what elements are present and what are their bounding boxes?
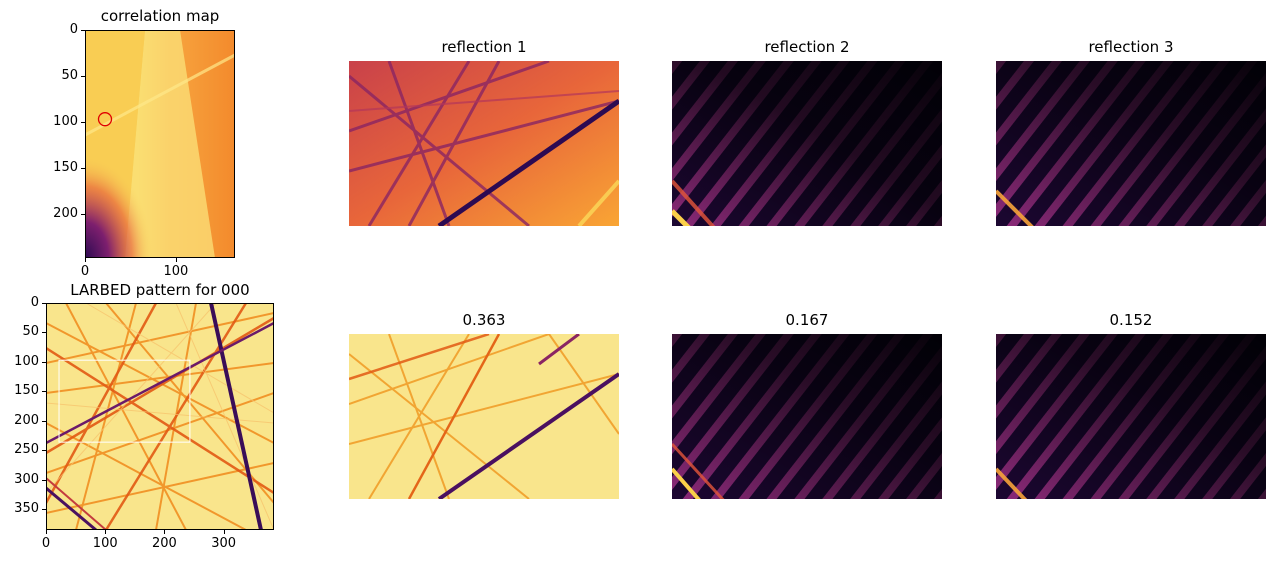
- match-2-image: [672, 334, 942, 499]
- larbed-roi-box: [58, 359, 191, 443]
- correlation-map-title: correlation map: [100, 7, 220, 25]
- lb-ytick-label: 0: [30, 295, 39, 310]
- reflection-2-title: reflection 2: [764, 38, 850, 56]
- cm-ytick-label: 50: [61, 67, 78, 83]
- cm-ytick-label: 200: [53, 205, 78, 221]
- cm-ytick-label: 0: [69, 22, 78, 37]
- cm-ytick-label: 100: [53, 113, 78, 129]
- larbed-pattern-image: [46, 303, 274, 530]
- lb-xtick-mark: [223, 530, 225, 534]
- lb-ytick-label: 150: [14, 383, 39, 399]
- cm-xtick-label: 0: [80, 264, 90, 279]
- cm-xtick-mark: [175, 258, 177, 262]
- lb-ytick-label: 100: [14, 353, 39, 369]
- cm-ytick-mark: [81, 30, 85, 31]
- match-3-image: [996, 334, 1266, 499]
- reflection-3-image: [996, 61, 1266, 226]
- cm-ytick-label: 150: [53, 159, 78, 175]
- lb-ytick-mark: [42, 332, 46, 334]
- score-2-title: 0.167: [785, 311, 829, 329]
- lb-ytick-mark: [42, 509, 46, 511]
- lb-ytick-mark: [42, 361, 46, 363]
- lb-ytick-label: 300: [14, 471, 39, 487]
- reflection-3-title: reflection 3: [1088, 38, 1174, 56]
- lb-ytick-mark: [42, 303, 46, 304]
- correlation-map-image: [85, 30, 235, 258]
- score-1-title: 0.363: [462, 311, 506, 329]
- cm-xtick-mark: [85, 258, 86, 262]
- lb-xtick-mark: [164, 530, 166, 534]
- cm-ytick-mark: [81, 213, 85, 215]
- cm-ytick-mark: [81, 167, 85, 169]
- lb-xtick-label: 300: [211, 536, 237, 551]
- lb-ytick-mark: [42, 450, 46, 452]
- lb-xtick-mark: [46, 530, 47, 534]
- lb-xtick-label: 0: [41, 536, 51, 551]
- lb-ytick-mark: [42, 479, 46, 481]
- cm-xtick-label: 100: [163, 264, 189, 279]
- match-1-image: [349, 334, 619, 499]
- reflection-2-image: [672, 61, 942, 226]
- lb-ytick-mark: [42, 420, 46, 422]
- reflection-1-image: [349, 61, 619, 226]
- lb-ytick-label: 350: [14, 501, 39, 517]
- lb-ytick-mark: [42, 391, 46, 393]
- correlation-marker-circle: [97, 112, 113, 127]
- lb-xtick-label: 200: [152, 536, 177, 551]
- lb-ytick-label: 200: [14, 412, 39, 428]
- lb-ytick-label: 50: [22, 324, 39, 340]
- lb-xtick-label: 100: [92, 536, 118, 551]
- cm-ytick-mark: [81, 75, 85, 77]
- larbed-title: LARBED pattern for 000: [70, 281, 250, 299]
- reflection-1-title: reflection 1: [441, 38, 527, 56]
- lb-ytick-label: 250: [14, 442, 39, 458]
- cm-ytick-mark: [81, 121, 85, 123]
- lb-xtick-mark: [105, 530, 107, 534]
- score-3-title: 0.152: [1109, 311, 1153, 329]
